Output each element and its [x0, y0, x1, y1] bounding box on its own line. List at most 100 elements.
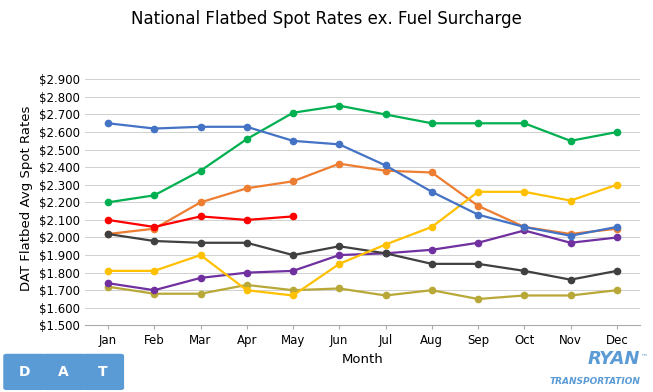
2019	[336, 244, 343, 249]
2023	[289, 214, 297, 219]
2020	[520, 189, 528, 194]
2022	[289, 138, 297, 143]
2020	[150, 269, 158, 273]
2018	[197, 200, 204, 205]
Text: TRANSPORTATION: TRANSPORTATION	[549, 377, 640, 386]
2022	[243, 124, 251, 129]
Line: 2017: 2017	[105, 227, 620, 293]
2020	[104, 269, 112, 273]
2016	[381, 293, 389, 298]
2018	[336, 162, 343, 166]
2023	[197, 214, 204, 219]
2021	[289, 111, 297, 115]
2021	[336, 103, 343, 108]
Text: A: A	[58, 365, 69, 379]
2022	[381, 163, 389, 168]
2019	[243, 240, 251, 245]
Line: 2023: 2023	[105, 213, 296, 230]
Line: 2016: 2016	[105, 282, 620, 302]
2018	[381, 169, 389, 173]
2020	[567, 198, 575, 203]
Y-axis label: DAT Flatbed Avg Spot Rates: DAT Flatbed Avg Spot Rates	[20, 105, 33, 290]
2018	[428, 170, 436, 175]
2017	[381, 251, 389, 256]
2018	[520, 225, 528, 229]
2020	[289, 293, 297, 298]
2021	[197, 169, 204, 173]
2016	[613, 288, 621, 292]
Line: 2021: 2021	[105, 103, 620, 205]
2022	[150, 126, 158, 131]
2019	[197, 240, 204, 245]
2019	[613, 269, 621, 273]
2023	[104, 218, 112, 222]
2016	[336, 286, 343, 291]
2021	[567, 138, 575, 143]
2021	[243, 137, 251, 142]
X-axis label: Month: Month	[342, 353, 383, 366]
2022	[428, 189, 436, 194]
2021	[613, 130, 621, 134]
Line: 2019: 2019	[105, 231, 620, 283]
2021	[428, 121, 436, 125]
2020	[474, 189, 482, 194]
2018	[243, 186, 251, 191]
2018	[474, 203, 482, 208]
2022	[474, 212, 482, 217]
2021	[520, 121, 528, 125]
2020	[243, 288, 251, 292]
2017	[197, 276, 204, 280]
2023	[243, 218, 251, 222]
2019	[428, 261, 436, 266]
2018	[567, 232, 575, 236]
2016	[520, 293, 528, 298]
2019	[520, 269, 528, 273]
2021	[474, 121, 482, 125]
Line: 2022: 2022	[105, 120, 620, 239]
2019	[289, 253, 297, 258]
2016	[150, 291, 158, 296]
2022	[336, 142, 343, 147]
2022	[567, 233, 575, 238]
2021	[150, 193, 158, 198]
2022	[197, 124, 204, 129]
Text: RYAN: RYAN	[588, 350, 640, 368]
2020	[381, 242, 389, 247]
2017	[567, 240, 575, 245]
Line: 2018: 2018	[105, 161, 620, 237]
2017	[150, 288, 158, 292]
2023	[150, 225, 158, 229]
Text: ™: ™	[641, 353, 648, 359]
Text: D: D	[19, 365, 30, 379]
2016	[567, 293, 575, 298]
2020	[613, 182, 621, 187]
2018	[289, 179, 297, 183]
2017	[243, 270, 251, 275]
Text: T: T	[98, 365, 108, 379]
2019	[567, 277, 575, 282]
2019	[104, 232, 112, 236]
2016	[428, 288, 436, 292]
2017	[474, 240, 482, 245]
2022	[520, 225, 528, 229]
2018	[150, 226, 158, 231]
2020	[197, 253, 204, 258]
2017	[336, 253, 343, 258]
2017	[613, 235, 621, 240]
2017	[428, 247, 436, 252]
2021	[381, 112, 389, 117]
2016	[197, 291, 204, 296]
2019	[474, 261, 482, 266]
2016	[104, 284, 112, 289]
Line: 2020: 2020	[105, 181, 620, 299]
2020	[428, 225, 436, 229]
2017	[520, 228, 528, 233]
2022	[613, 225, 621, 229]
2017	[289, 269, 297, 273]
2018	[104, 232, 112, 236]
2019	[381, 251, 389, 256]
2016	[474, 297, 482, 301]
2022	[104, 121, 112, 125]
2020	[336, 261, 343, 266]
2016	[243, 283, 251, 287]
